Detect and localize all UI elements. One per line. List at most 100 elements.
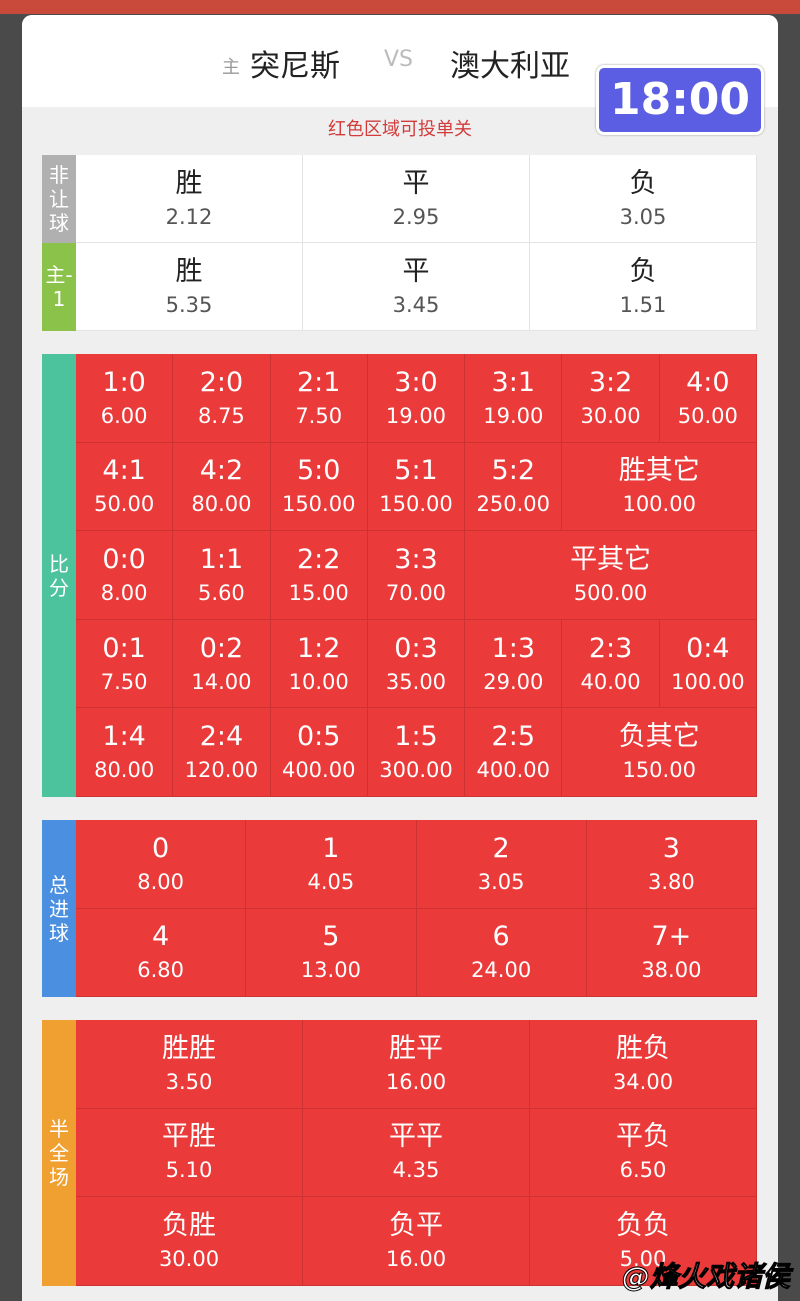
odds-cell[interactable]: 4:0 50.00 xyxy=(659,354,757,443)
odds-cell[interactable]: 1 4.05 xyxy=(246,820,417,909)
odds-cell[interactable]: 负胜 30.00 xyxy=(76,1197,303,1286)
option-name: 0 xyxy=(152,832,170,864)
odds-cell[interactable]: 负 1.51 xyxy=(530,243,757,331)
option-name: 2:1 xyxy=(296,366,341,398)
notice: 红色区域可投单关 xyxy=(328,119,472,140)
option-odds: 6.80 xyxy=(137,958,184,983)
option-name: 0:2 xyxy=(199,632,244,664)
option-odds: 6.50 xyxy=(619,1158,667,1183)
odds-cell[interactable]: 负负 5.00 xyxy=(530,1197,757,1286)
option-odds: 8.00 xyxy=(100,580,148,605)
odds-cell[interactable]: 负 3.05 xyxy=(530,155,757,243)
option-odds: 3.80 xyxy=(647,869,695,894)
odds-cell[interactable]: 胜其它 100.00 xyxy=(562,442,757,532)
odds-cell[interactable]: 0:3 35.00 xyxy=(367,619,466,709)
odds-cell[interactable]: 平其它 500.00 xyxy=(465,531,757,620)
odds-cell[interactable]: 5:0 150.00 xyxy=(270,442,368,532)
odds-cell[interactable]: 负其它 150.00 xyxy=(562,708,757,797)
odds-cell[interactable]: 平负 6.50 xyxy=(530,1108,757,1197)
odds-cell[interactable]: 胜负 34.00 xyxy=(530,1020,757,1109)
option-name: 平 xyxy=(402,167,430,199)
odds-grid: 0 8.00 1 4.05 2 3.05 3 3.80 4 6.80 5 13.00 6 24.00 7+ 3… xyxy=(76,820,757,997)
odds-cell[interactable]: 1:3 29.00 xyxy=(465,619,563,709)
option-odds: 120.00 xyxy=(184,758,259,783)
odds-cell[interactable]: 1:5 300.00 xyxy=(367,708,466,797)
option-odds: 19.00 xyxy=(483,403,544,428)
option-name: 胜平 xyxy=(389,1032,443,1064)
option-name: 0:0 xyxy=(102,543,146,575)
option-odds: 16.00 xyxy=(385,1246,447,1271)
odds-cell[interactable]: 5:1 150.00 xyxy=(367,442,466,532)
odds-cell[interactable]: 0:0 8.00 xyxy=(76,531,174,620)
odds-cell[interactable]: 2:3 40.00 xyxy=(562,619,660,709)
odds-cell[interactable]: 平 2.95 xyxy=(303,155,530,243)
odds-cell[interactable]: 5 13.00 xyxy=(246,908,417,997)
option-odds: 6.00 xyxy=(100,403,148,428)
odds-cell[interactable]: 4:1 50.00 xyxy=(76,442,174,532)
option-name: 2:2 xyxy=(296,543,341,575)
odds-cell[interactable]: 1:1 5.60 xyxy=(173,531,271,620)
odds-cell[interactable]: 2 3.05 xyxy=(416,820,587,909)
odds-cell[interactable]: 3 3.80 xyxy=(586,820,757,909)
odds-cell[interactable]: 2:0 8.75 xyxy=(173,354,271,443)
option-odds: 10.00 xyxy=(288,669,349,694)
home-team: 突尼斯 xyxy=(250,49,340,84)
odds-cell[interactable]: 5:2 250.00 xyxy=(465,442,563,532)
option-odds: 4.05 xyxy=(307,869,355,894)
option-name: 胜 xyxy=(175,255,203,287)
odds-cell[interactable]: 胜 5.35 xyxy=(76,243,303,331)
odds-cell[interactable]: 1:0 6.00 xyxy=(76,354,174,443)
odds-cell[interactable]: 3:3 70.00 xyxy=(367,531,466,620)
odds-cell[interactable]: 4:2 80.00 xyxy=(173,442,271,532)
option-name: 负 xyxy=(629,167,657,199)
match-time: 18:00 xyxy=(596,65,764,135)
option-name: 负平 xyxy=(389,1209,443,1241)
away-team: 澳大利亚 xyxy=(450,49,570,84)
option-odds: 100.00 xyxy=(622,492,696,517)
option-odds: 3.05 xyxy=(477,869,525,894)
odds-cell[interactable]: 2:5 400.00 xyxy=(465,708,563,797)
odds-cell[interactable]: 负平 16.00 xyxy=(303,1197,530,1286)
odds-cell[interactable]: 0:5 400.00 xyxy=(270,708,368,797)
option-odds: 150.00 xyxy=(281,492,356,517)
option-name: 5:1 xyxy=(394,455,438,487)
option-name: 5:2 xyxy=(491,455,535,487)
odds-cell[interactable]: 4 6.80 xyxy=(76,908,247,997)
odds-cell[interactable]: 平胜 5.10 xyxy=(76,1108,303,1197)
option-name: 4:1 xyxy=(102,455,146,487)
option-odds: 300.00 xyxy=(379,758,453,783)
odds-cell[interactable]: 0:2 14.00 xyxy=(173,619,271,709)
option-odds: 19.00 xyxy=(385,403,447,428)
option-odds: 24.00 xyxy=(471,958,532,983)
odds-cell[interactable]: 3:0 19.00 xyxy=(367,354,466,443)
odds-cell[interactable]: 7+ 38.00 xyxy=(586,908,757,997)
odds-cell[interactable]: 0:1 7.50 xyxy=(76,619,174,709)
option-name: 胜 xyxy=(175,167,203,199)
option-odds: 7.50 xyxy=(100,669,148,694)
odds-card: 主 突尼斯 VS 澳大利亚 18:00 红色区域可投单关 非让球胜 2.12 平 2.… xyxy=(22,15,778,1301)
option-odds: 38.00 xyxy=(641,958,702,983)
odds-grid: 胜 2.12 平 2.95 负 3.05 xyxy=(76,155,757,243)
option-name: 3:0 xyxy=(394,366,438,398)
odds-cell[interactable]: 胜胜 3.50 xyxy=(76,1020,303,1109)
odds-cell[interactable]: 6 24.00 xyxy=(416,908,587,997)
odds-cell[interactable]: 平平 4.35 xyxy=(303,1108,530,1197)
odds-cell[interactable]: 2:4 120.00 xyxy=(173,708,271,797)
option-name: 负 xyxy=(629,255,657,287)
odds-cell[interactable]: 0:4 100.00 xyxy=(659,619,757,709)
odds-cell[interactable]: 1:2 10.00 xyxy=(270,619,368,709)
odds-cell[interactable]: 2:1 7.50 xyxy=(270,354,368,443)
option-name: 4 xyxy=(152,921,170,953)
odds-cell[interactable]: 3:2 30.00 xyxy=(562,354,660,443)
option-name: 0:4 xyxy=(686,632,730,664)
odds-cell[interactable]: 3:1 19.00 xyxy=(465,354,563,443)
odds-cell[interactable]: 0 8.00 xyxy=(76,820,247,909)
odds-cell[interactable]: 平 3.45 xyxy=(303,243,530,331)
option-name: 3:1 xyxy=(491,366,535,398)
odds-cell[interactable]: 2:2 15.00 xyxy=(270,531,368,620)
option-odds: 500.00 xyxy=(573,580,648,605)
odds-cell[interactable]: 1:4 80.00 xyxy=(76,708,174,797)
odds-cell[interactable]: 胜平 16.00 xyxy=(303,1020,530,1109)
odds-cell[interactable]: 胜 2.12 xyxy=(76,155,303,243)
